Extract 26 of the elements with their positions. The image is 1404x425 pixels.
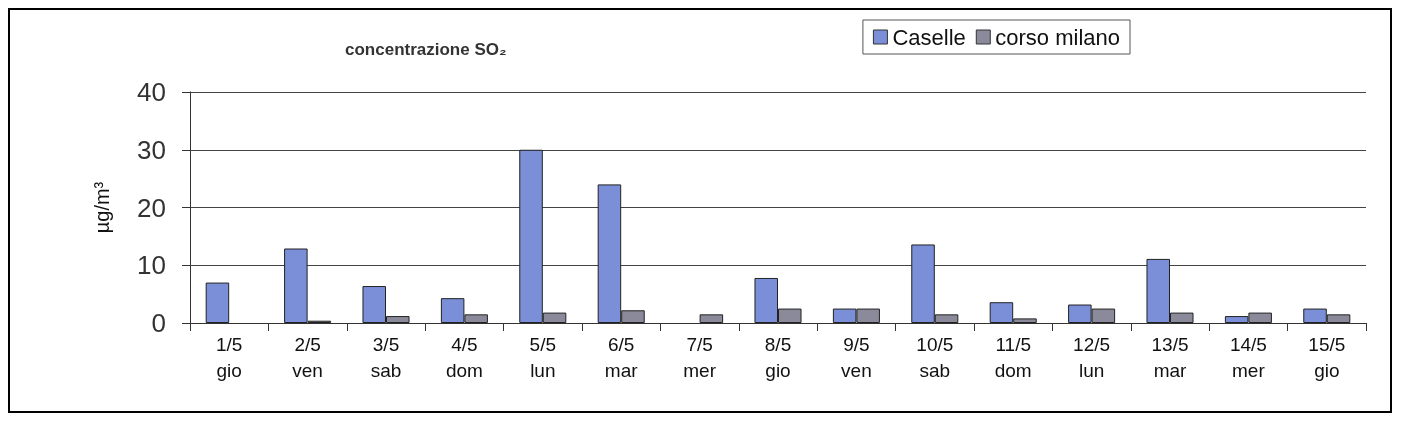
x-tick-label: 12/5 lun bbox=[1073, 333, 1111, 381]
legend-label: Caselle bbox=[892, 24, 966, 50]
x-tick-label: 13/5 mar bbox=[1151, 333, 1189, 381]
x-tick-label: 15/5 gio bbox=[1308, 333, 1346, 381]
x-tick-label: 6/5 mar bbox=[604, 333, 639, 381]
x-tick-label: 9/5 ven bbox=[841, 333, 872, 381]
legend-label: corso milano bbox=[995, 24, 1120, 50]
y-axis-title: µg/m³ bbox=[91, 181, 113, 234]
x-tick-label: 8/5 gio bbox=[764, 333, 792, 381]
x-tick-label: 11/5 dom bbox=[994, 333, 1032, 381]
x-tick-label: 4/5 dom bbox=[445, 333, 483, 381]
x-tick-label: 5/5 lun bbox=[529, 333, 557, 381]
chart-title: concentrazione SO₂ bbox=[345, 40, 507, 59]
y-tick-label: 30 bbox=[137, 134, 166, 165]
y-tick-label: 20 bbox=[137, 192, 166, 223]
x-tick-label: 1/5 gio bbox=[215, 333, 243, 381]
bar bbox=[205, 282, 230, 323]
x-tick-label: 14/5 mer bbox=[1229, 333, 1267, 381]
x-tick-label: 10/5 sab bbox=[916, 333, 954, 381]
y-tick-label: 0 bbox=[151, 308, 166, 338]
x-tick-label: 7/5 mer bbox=[683, 333, 717, 381]
y-tick-label: 10 bbox=[137, 250, 166, 281]
y-tick-label: 40 bbox=[137, 77, 166, 107]
x-tick-label: 3/5 sab bbox=[370, 333, 402, 381]
bar bbox=[699, 314, 724, 323]
x-tick-label: 2/5 ven bbox=[292, 333, 323, 381]
